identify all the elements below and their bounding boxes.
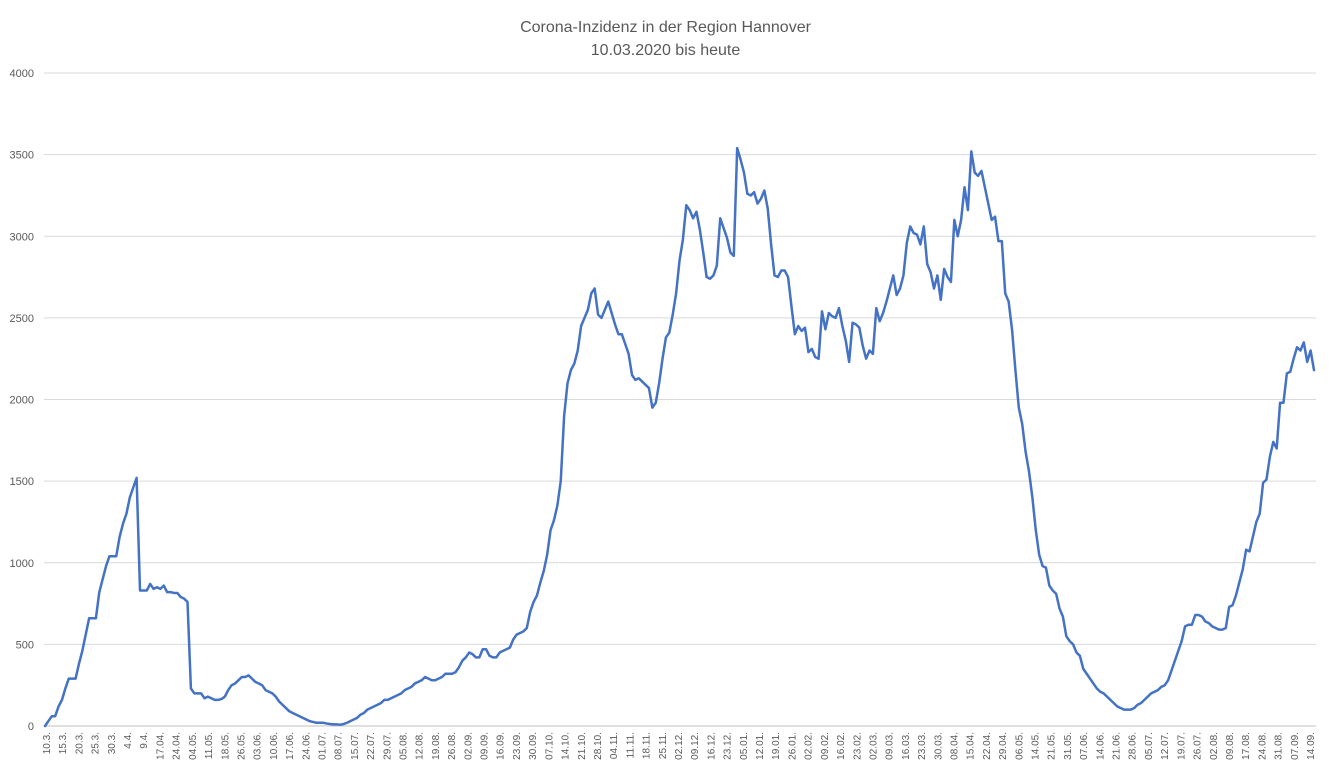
x-tick-label: 11.05. bbox=[204, 732, 215, 759]
x-tick-label: 19.07. bbox=[1176, 732, 1187, 760]
x-tick-label: 24.08. bbox=[1257, 732, 1268, 760]
x-tick-label: 07.09. bbox=[1290, 732, 1301, 760]
x-tick-label: 22.04. bbox=[982, 732, 993, 760]
x-tick-label: 04.11. bbox=[609, 732, 620, 759]
x-tick-label: 26.07. bbox=[1193, 732, 1204, 760]
x-tick-label: 01.07. bbox=[317, 732, 328, 760]
x-tick-label: 15.3. bbox=[58, 732, 69, 754]
y-tick-label: 2000 bbox=[10, 395, 34, 407]
x-tick-label: 10.06. bbox=[269, 732, 280, 760]
x-tick-label: 31.05. bbox=[1063, 732, 1074, 760]
x-tick-label: 08.04. bbox=[949, 732, 960, 760]
x-tick-label: 25.11. bbox=[658, 732, 669, 759]
x-tick-label: 09.02. bbox=[820, 732, 831, 760]
x-tick-label: 26.01. bbox=[787, 732, 798, 760]
x-tick-label: 23.12. bbox=[723, 732, 734, 760]
x-tick-label: 07.10. bbox=[544, 732, 555, 760]
y-tick-label: 4000 bbox=[10, 68, 34, 80]
x-tick-label: 02.08. bbox=[1209, 732, 1220, 760]
x-tick-label: 18.05. bbox=[220, 732, 231, 760]
x-tick-label: 02.12. bbox=[674, 732, 685, 760]
y-tick-label: 3500 bbox=[10, 150, 34, 162]
x-tick-label: 09.03. bbox=[885, 732, 896, 760]
x-tick-label: 12.08. bbox=[415, 732, 426, 760]
x-tick-label: 02.09. bbox=[463, 732, 474, 760]
x-tick-label: 15.04. bbox=[966, 732, 977, 760]
x-tick-label: 17.08. bbox=[1241, 732, 1252, 760]
x-tick-label: 26.05. bbox=[236, 732, 247, 760]
x-tick-label: 16.03. bbox=[901, 732, 912, 760]
x-tick-label: 9.4. bbox=[139, 732, 150, 749]
y-tick-label: 2500 bbox=[10, 313, 34, 325]
x-tick-label: 26.08. bbox=[447, 732, 458, 760]
x-tick-label: 29.04. bbox=[998, 732, 1009, 760]
series-line bbox=[43, 146, 1316, 728]
x-tick-label: 05.07. bbox=[1144, 732, 1155, 760]
x-tick-label: 16.02. bbox=[836, 732, 847, 760]
x-tick-label: 30.03. bbox=[933, 732, 944, 760]
x-tick-label: 30.3. bbox=[107, 732, 118, 754]
x-tick-label: 05.08. bbox=[399, 732, 410, 760]
x-tick-label: 19.08. bbox=[431, 732, 442, 760]
x-tick-label: 08.07. bbox=[334, 732, 345, 760]
y-tick-label: 0 bbox=[28, 721, 34, 733]
x-tick-label: 23.02. bbox=[852, 732, 863, 760]
x-tick-label: 24.04. bbox=[172, 732, 183, 760]
x-tick-label: 29.07. bbox=[382, 732, 393, 760]
x-tick-label: 14.05. bbox=[1031, 732, 1042, 760]
x-tick-label: 21.06. bbox=[1112, 732, 1123, 760]
x-tick-label: 24.06. bbox=[301, 732, 312, 760]
x-tick-label: 09.08. bbox=[1225, 732, 1236, 760]
x-tick-label: 21.05. bbox=[1047, 732, 1058, 760]
x-tick-label: 05.01. bbox=[739, 732, 750, 760]
x-tick-label: 04.05. bbox=[188, 732, 199, 760]
x-tick-label: 21.10. bbox=[577, 732, 588, 760]
x-tick-label: 25.3. bbox=[91, 732, 102, 754]
y-tick-label: 500 bbox=[16, 639, 34, 651]
x-tick-label: 12.07. bbox=[1160, 732, 1171, 760]
x-tick-label: 31.08. bbox=[1274, 732, 1285, 760]
x-tick-label: 19.01. bbox=[771, 732, 782, 760]
x-tick-label: 07.06. bbox=[1079, 732, 1090, 760]
x-tick-label: 14.10. bbox=[561, 732, 572, 760]
x-tick-label: 17.04. bbox=[155, 732, 166, 760]
x-tick-label: 14.06. bbox=[1095, 732, 1106, 760]
x-tick-label: 12.01. bbox=[755, 732, 766, 760]
x-tick-label: 16.12. bbox=[706, 732, 717, 760]
x-tick-label: 28.06. bbox=[1128, 732, 1139, 760]
x-tick-label: 18.11. bbox=[642, 732, 653, 759]
y-tick-label: 1000 bbox=[10, 558, 34, 570]
x-tick-label: 09.09. bbox=[480, 732, 491, 760]
x-tick-label: 09.12. bbox=[690, 732, 701, 760]
x-tick-label: 22.07. bbox=[366, 732, 377, 760]
x-tick-label: 03.06. bbox=[253, 732, 264, 760]
x-tick-label: 06.05. bbox=[1014, 732, 1025, 760]
x-tick-label: 02.03. bbox=[868, 732, 879, 760]
x-tick-label: 23.09. bbox=[512, 732, 523, 760]
chart-title: Corona-Inzidenz in der Region Hannover bbox=[520, 19, 811, 36]
y-tick-label: 3000 bbox=[10, 231, 34, 243]
x-tick-label: 15.07. bbox=[350, 732, 361, 760]
x-tick-label: 11.11. bbox=[625, 732, 636, 758]
x-tick-label: 23.03. bbox=[917, 732, 928, 760]
x-tick-label: 10.3. bbox=[42, 732, 53, 754]
x-tick-label: 17.06. bbox=[285, 732, 296, 760]
x-tick-label: 28.10. bbox=[593, 732, 604, 760]
chart-subtitle: 10.03.2020 bis heute bbox=[590, 42, 741, 59]
x-tick-label: 14.09. bbox=[1306, 732, 1317, 760]
y-tick-label: 1500 bbox=[10, 476, 34, 488]
x-tick-label: 02.02. bbox=[804, 732, 815, 760]
x-tick-label: 16.09. bbox=[496, 732, 507, 760]
x-tick-label: 4.4. bbox=[123, 732, 134, 749]
x-tick-label: 20.3. bbox=[74, 732, 85, 754]
x-tick-label: 30.09. bbox=[528, 732, 539, 760]
